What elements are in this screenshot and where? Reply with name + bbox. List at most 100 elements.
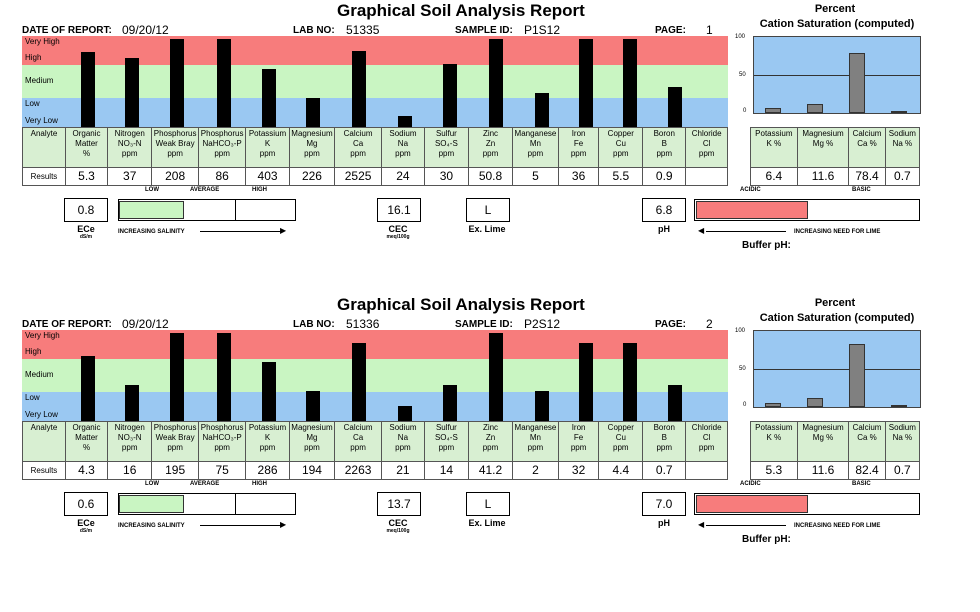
analyte-level-bar <box>352 343 366 421</box>
date-value: 09/20/12 <box>122 23 169 37</box>
cation-table: Potassium K % Magnesium Mg % Calcium Ca % Sodi… <box>750 421 921 480</box>
cation-result-cell: 82.4 <box>848 461 886 480</box>
analyte-row-header: Analyte <box>22 421 66 462</box>
cation-result-cell: 0.7 <box>884 461 921 480</box>
band-label-very-low: Very Low <box>25 116 58 125</box>
left-arrow-icon: ◀ <box>698 520 705 529</box>
analyte-result-cell: 226 <box>288 167 336 186</box>
salinity-arrow-line <box>200 525 284 526</box>
analyte-label-l2: Mn <box>529 139 541 148</box>
cation-bar <box>891 405 907 407</box>
date-label: DATE OF REPORT: <box>22 319 112 330</box>
analyte-level-bar <box>535 391 549 421</box>
analyte-level-bar <box>398 116 412 127</box>
analyte-result-cell: 50.8 <box>467 167 514 186</box>
salinity-text: INCREASING SALINITY <box>118 523 185 529</box>
cation-result-cell: 78.4 <box>848 167 886 186</box>
analyte-label-l2: NO₃-N <box>117 139 142 148</box>
analyte-result-cell: 2263 <box>334 461 382 480</box>
analyte-label-l3: ppm <box>527 149 544 158</box>
analyte-result-cell: 0.7 <box>642 461 687 480</box>
cation-result-cell: 5.3 <box>750 461 798 480</box>
analyte-label-l3: ppm <box>613 149 629 158</box>
analyte-label-l1: Phosphorus <box>153 129 197 138</box>
cation-saturation-chart <box>753 36 921 114</box>
analyte-label-l3: ppm <box>438 149 455 158</box>
analyte-level-bar <box>668 385 682 421</box>
salinity-fill <box>119 495 184 513</box>
analyte-result-cell: 286 <box>245 461 290 480</box>
band-label-low: Low <box>25 393 40 402</box>
analyte-name-cell: Chloride Cl ppm <box>685 421 728 462</box>
analyte-result-cell: 5 <box>512 167 559 186</box>
salinity-scale-high: HIGH <box>252 187 267 193</box>
analyte-name-cell: Phosphorus Weak Bray ppm <box>151 421 199 462</box>
analyte-label-l1: Chloride <box>691 423 722 432</box>
analyte-result-cell: 195 <box>151 461 199 480</box>
analyte-label-l2: Na <box>397 433 409 442</box>
analyte-label-l1: Sodium <box>389 423 417 432</box>
analyte-name-cell: Phosphorus Weak Bray ppm <box>151 127 199 168</box>
analyte-label-l1: Potassium <box>248 129 287 138</box>
analyte-label-l2: Na <box>397 139 409 148</box>
analyte-result-cell: 37 <box>107 167 153 186</box>
analyte-name-cell: Magnesium Mg ppm <box>288 127 336 168</box>
cation-label-l1: Calcium <box>852 423 882 432</box>
analyte-result-cell: 36 <box>557 167 600 186</box>
analyte-label-l3: ppm <box>570 443 587 452</box>
page-label: PAGE: <box>655 25 686 36</box>
ph-fill <box>696 201 808 219</box>
analyte-label-l3: ppm <box>121 149 138 158</box>
cation-title-line2: Cation Saturation (computed) <box>759 312 915 324</box>
salinity-scale-bar <box>118 199 296 221</box>
analyte-label-l1: Phosphorus <box>200 423 244 432</box>
analyte-label-l2: NO₃-N <box>117 433 142 442</box>
lab-label: LAB NO: <box>293 25 335 36</box>
lime-value-box: L <box>466 492 510 516</box>
cec-label: CEC <box>388 518 408 528</box>
results-row-header: Results <box>22 461 66 480</box>
analyte-label-l3: % <box>82 443 91 452</box>
analyte-name-cell: Chloride Cl ppm <box>685 127 728 168</box>
analyte-level-bar <box>262 362 276 421</box>
analyte-label-l2: Weak Bray <box>155 433 195 442</box>
analyte-label-l3: ppm <box>395 443 411 452</box>
analyte-label-l3: ppm <box>656 443 673 452</box>
cation-name-cell: Calcium Ca % <box>848 421 886 462</box>
salinity-divider <box>235 200 236 220</box>
analyte-label-l2: Fe <box>573 433 584 442</box>
analyte-result-cell: 403 <box>245 167 290 186</box>
cation-label-l1: Magnesium <box>802 129 844 138</box>
lime-arrow-line <box>706 231 786 232</box>
salinity-scale-average: AVERAGE <box>190 481 220 487</box>
analyte-label-l2: K <box>264 139 271 148</box>
cation-bar <box>765 108 781 113</box>
analyte-level-bar <box>535 93 549 127</box>
analyte-label-l3: ppm <box>304 443 320 452</box>
cec-value-box: 13.7 <box>377 492 421 516</box>
ph-label: pH <box>658 518 670 528</box>
analyte-name-cell: Iron Fe ppm <box>557 127 600 168</box>
analyte-label-l3: ppm <box>304 149 320 158</box>
analyte-level-bar <box>125 385 139 421</box>
salinity-scale-low: LOW <box>145 481 159 487</box>
analyte-result-cell: 5.5 <box>598 167 644 186</box>
band-label-high: High <box>25 347 42 356</box>
band-high-zone <box>22 330 728 359</box>
analyte-name-cell: Phosphorus NaHCO₃-P ppm <box>197 421 247 462</box>
analyte-name-cell: Calcium Ca ppm <box>334 127 382 168</box>
analyte-result-cell: 41.2 <box>467 461 514 480</box>
cation-label-l2: K % <box>766 433 782 442</box>
cation-bar <box>849 344 865 407</box>
analyte-label-l2: Fe <box>573 139 584 148</box>
cec-unit: meq/100g <box>386 234 410 240</box>
analyte-name-cell: Phosphorus NaHCO₃-P ppm <box>197 127 247 168</box>
lab-value: 51335 <box>346 23 380 37</box>
analyte-level-bar <box>623 39 637 127</box>
analyte-level-bar <box>81 356 95 421</box>
analyte-level-bar <box>125 58 139 127</box>
band-label-medium: Medium <box>25 370 54 379</box>
analyte-level-bar <box>217 39 231 127</box>
band-label-very-high: Very High <box>25 37 60 46</box>
cation-bar <box>807 104 823 113</box>
